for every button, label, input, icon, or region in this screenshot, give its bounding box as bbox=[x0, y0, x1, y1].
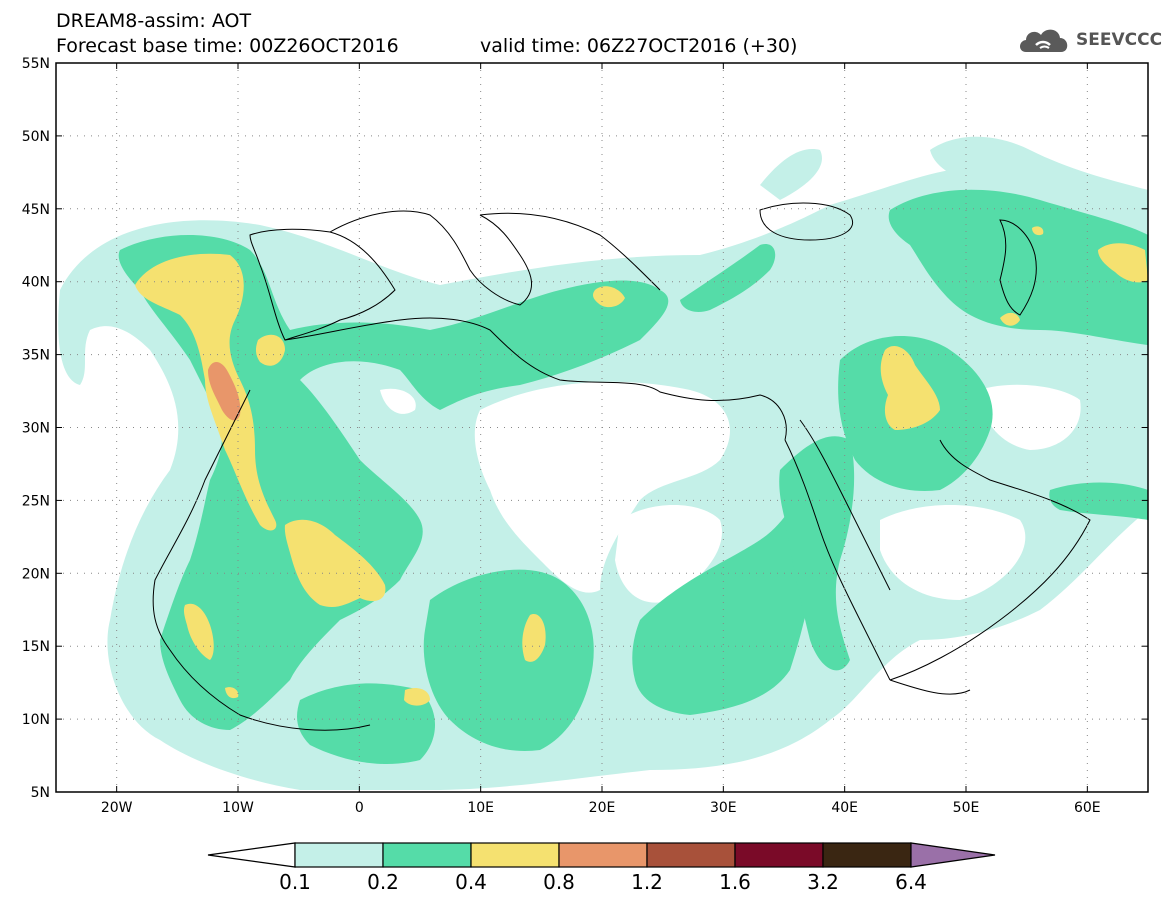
colorbar-swatch bbox=[294, 842, 384, 868]
colorbar-label: 0.1 bbox=[279, 870, 311, 894]
colorbar-label: 6.4 bbox=[895, 870, 927, 894]
aot-level-0.4 bbox=[135, 226, 1148, 706]
colorbar-label: 0.4 bbox=[455, 870, 487, 894]
colorbar-low-arrow bbox=[207, 842, 296, 868]
colorbar-label: 0.8 bbox=[543, 870, 575, 894]
latitude-axis: 55N 50N 45N 40N 35N 30N 25N 20N 15N 10N 5N bbox=[22, 56, 1148, 801]
seevccc-logo: SEEVCCC bbox=[1016, 24, 1162, 58]
aot-field bbox=[56, 63, 1148, 792]
lon-tick-label: 20W bbox=[101, 800, 133, 816]
lon-tick-label: 40E bbox=[831, 800, 858, 816]
lat-tick-label: 15N bbox=[22, 639, 50, 655]
grid-lines bbox=[56, 63, 1148, 792]
lon-tick-label: 50E bbox=[953, 800, 980, 816]
lon-tick-label: 0 bbox=[355, 800, 364, 816]
lat-tick-label: 55N bbox=[22, 56, 50, 72]
colorbar-swatch bbox=[382, 842, 472, 868]
forecast-base-time: Forecast base time: 00Z26OCT2016 bbox=[56, 35, 399, 57]
lat-tick-label: 5N bbox=[31, 785, 50, 801]
lon-tick-label: 30E bbox=[710, 800, 737, 816]
cloud-icon bbox=[1020, 29, 1068, 52]
coastlines bbox=[152, 202, 1091, 731]
colorbar: 0.1 0.2 0.4 0.8 1.2 1.6 3.2 6.4 bbox=[207, 842, 996, 894]
colorbar-label: 1.2 bbox=[631, 870, 663, 894]
lat-tick-label: 20N bbox=[22, 566, 50, 582]
lat-tick-label: 30N bbox=[22, 421, 50, 437]
colorbar-swatch bbox=[470, 842, 560, 868]
colorbar-swatch bbox=[822, 842, 912, 868]
colorbar-label: 1.6 bbox=[719, 870, 751, 894]
colorbar-label: 3.2 bbox=[807, 870, 839, 894]
lat-tick-label: 25N bbox=[22, 493, 50, 509]
colorbar-swatch bbox=[646, 842, 736, 868]
lat-tick-label: 50N bbox=[22, 129, 50, 145]
colorbar-high-arrow bbox=[910, 842, 996, 868]
lon-tick-label: 10E bbox=[467, 800, 494, 816]
colorbar-swatch bbox=[734, 842, 824, 868]
map-title: DREAM8-assim: AOT bbox=[56, 10, 252, 32]
lat-tick-label: 10N bbox=[22, 712, 50, 728]
lat-tick-label: 40N bbox=[22, 275, 50, 291]
logo-text: SEEVCCC bbox=[1076, 30, 1163, 50]
colorbar-swatch bbox=[558, 842, 648, 868]
lat-tick-label: 35N bbox=[22, 348, 50, 364]
valid-time: valid time: 06Z27OCT2016 (+30) bbox=[480, 35, 798, 57]
longitude-axis: 20W 10W 0 10E 20E 30E 40E 50E 60E bbox=[101, 63, 1101, 816]
aot-level-0.8 bbox=[208, 361, 241, 421]
lon-tick-label: 60E bbox=[1074, 800, 1101, 816]
colorbar-label: 0.2 bbox=[367, 870, 399, 894]
lon-tick-label: 20E bbox=[589, 800, 616, 816]
lat-tick-label: 45N bbox=[22, 202, 50, 218]
lon-tick-label: 10W bbox=[222, 800, 254, 816]
